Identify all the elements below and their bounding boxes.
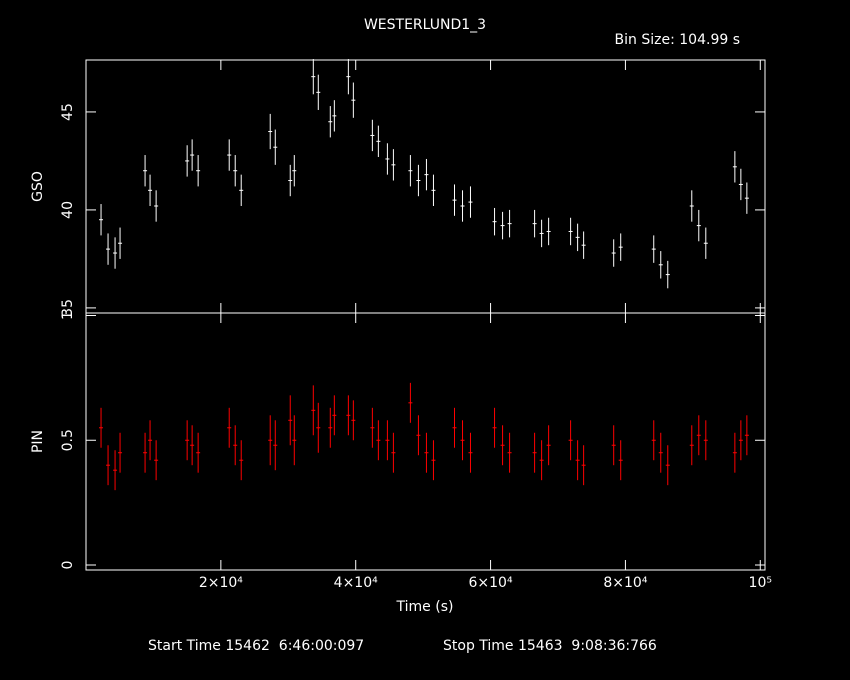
x-axis-label: Time (s) [396,599,454,615]
y-tick-label: 0 [60,561,76,570]
y-tick-label: 45 [60,103,76,121]
x-tick-label: 4×10⁴ [334,575,378,591]
x-tick-label: 6×10⁴ [469,575,513,591]
y-tick-label: 0.5 [60,429,76,451]
top-frame [85,59,766,314]
y-tick-label: 40 [60,201,76,219]
start-time: Start Time 15462 6:46:00:097 [148,638,364,654]
bin-size: Bin Size: 104.99 s [615,32,740,48]
bottom-frame [85,312,766,571]
stop-time: Stop Time 15463 9:08:36:766 [443,638,657,654]
x-tick-label: 10⁵ [749,575,772,591]
x-tick-label: 2×10⁴ [199,575,243,591]
y-axis-label: GSO [30,171,46,202]
y-axis-label: PIN [30,430,46,453]
y-tick-label: 1 [60,311,76,320]
x-tick-label: 8×10⁴ [603,575,647,591]
chart-title: WESTERLUND1_3 [364,17,486,33]
y-tick-label: 35 [60,299,76,317]
